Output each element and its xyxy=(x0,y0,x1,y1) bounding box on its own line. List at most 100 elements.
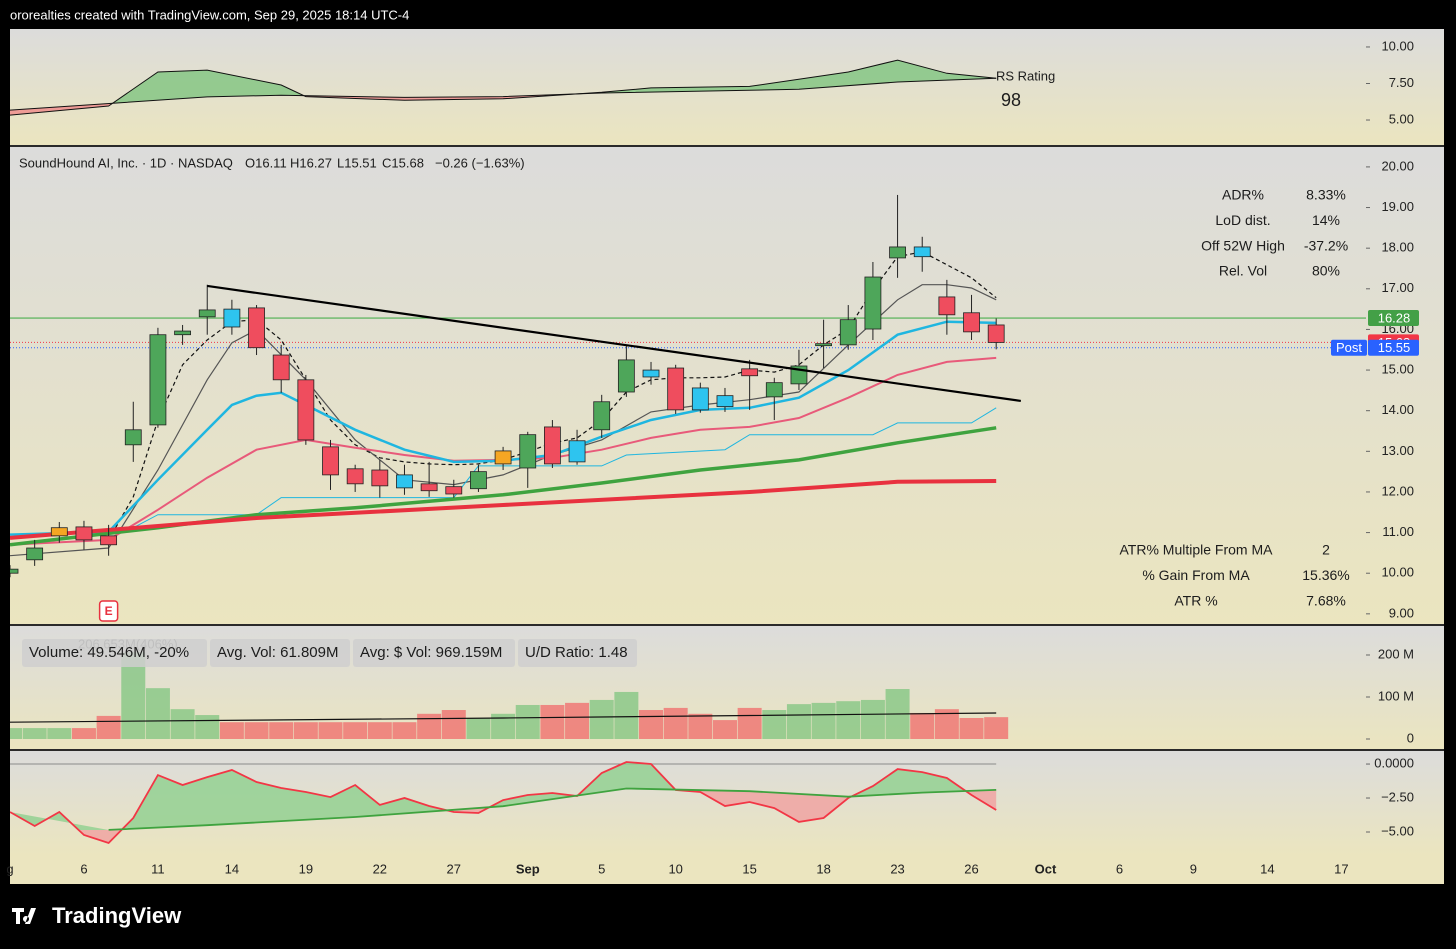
volume-bar xyxy=(984,717,1009,740)
y-tick-label: 20.00 xyxy=(1381,158,1414,173)
candle-body xyxy=(223,308,241,328)
x-tick-label: 5 xyxy=(598,861,605,876)
volume-bar xyxy=(688,713,713,740)
legend-item: Avg. Vol: 61.809M xyxy=(217,644,338,661)
line xyxy=(10,59,997,116)
stat-label: ATR% Multiple From MA xyxy=(1120,542,1274,558)
stat-label: ADR% xyxy=(1222,187,1264,203)
plot-area xyxy=(10,59,997,116)
price-tag xyxy=(1368,310,1419,327)
y-tick-label: 13.00 xyxy=(1381,443,1414,458)
legend-value: C15.68 xyxy=(382,155,424,170)
line xyxy=(10,761,997,845)
volume-bar xyxy=(910,712,935,740)
x-tick-label: 19 xyxy=(299,861,313,876)
line xyxy=(10,77,997,111)
volume-bar xyxy=(540,704,565,740)
stat-label: Off 52W High xyxy=(1201,237,1285,253)
legend-title: SoundHound AI, Inc. · 1D · NASDAQ xyxy=(19,155,233,170)
stat-value: 2 xyxy=(1322,542,1330,558)
stat-value: 14% xyxy=(1312,212,1340,228)
y-tick-label: 18.00 xyxy=(1381,240,1414,255)
candle-body xyxy=(741,368,759,377)
candle-body xyxy=(593,401,611,431)
y-tick-label: 200 M xyxy=(1378,646,1414,661)
price-tag-label: 15.55 xyxy=(1378,340,1411,355)
earnings-marker xyxy=(98,600,119,622)
volume-bar xyxy=(47,728,72,740)
earnings-label: E xyxy=(105,604,113,618)
candle-body xyxy=(50,527,68,537)
y-tick-label: 7.50 xyxy=(1389,75,1414,90)
header: ororealties created with TradingView.com… xyxy=(10,7,409,22)
x-tick-label: 6 xyxy=(1116,861,1123,876)
y-tick-label: 12.00 xyxy=(1381,483,1414,498)
volume-bar xyxy=(712,720,737,740)
x-tick-label: 22 xyxy=(373,861,387,876)
y-tick-label: 17.00 xyxy=(1381,280,1414,295)
x-tick-label: 27 xyxy=(447,861,461,876)
candle-body xyxy=(716,395,734,408)
volume-bar xyxy=(441,710,466,740)
candle-body xyxy=(691,387,709,411)
candle-body xyxy=(667,367,685,411)
volume-bar xyxy=(811,702,836,740)
y-tick-label: 0.0000 xyxy=(1374,755,1414,770)
x-tick-label: 9 xyxy=(1190,861,1197,876)
candle-body xyxy=(913,246,931,258)
volume-bar xyxy=(343,722,368,740)
volume-bar xyxy=(269,722,294,740)
line xyxy=(133,407,997,529)
x-tick-label: 15 xyxy=(742,861,756,876)
candle-body xyxy=(174,330,191,336)
x-tick-label: 26 xyxy=(964,861,978,876)
x-tick-label: 14 xyxy=(1260,861,1274,876)
candle-body xyxy=(470,471,487,490)
volume-bar xyxy=(170,709,195,740)
y-tick-label: 15.00 xyxy=(1381,361,1414,376)
candle-body xyxy=(987,324,1005,343)
legend-value: H16.27 xyxy=(290,155,332,170)
candle-body xyxy=(322,446,339,476)
y-tick-label: 5.00 xyxy=(1389,111,1414,126)
logo-icon xyxy=(12,908,36,924)
candle-body xyxy=(371,469,389,487)
candle-body xyxy=(346,468,364,485)
x-tick-label: Oct xyxy=(1035,861,1057,876)
stat-value: 7.68% xyxy=(1306,593,1346,609)
stat-value: 80% xyxy=(1312,263,1340,279)
rs-rating: 98 xyxy=(1001,90,1021,110)
y-tick-label: −5.00 xyxy=(1381,823,1414,838)
candle-body xyxy=(248,307,265,349)
x-tick-label: 18 xyxy=(816,861,830,876)
plot-area xyxy=(10,652,1009,740)
candle-body xyxy=(494,450,512,465)
y-tick-label: 10.00 xyxy=(1381,565,1414,580)
stat-label: ATR % xyxy=(1174,593,1217,609)
legend-value: −0.26 (−1.63%) xyxy=(435,155,525,170)
x-tick-label: 11 xyxy=(151,861,165,876)
volume-bar xyxy=(836,701,861,740)
candle-body xyxy=(568,440,586,463)
x-tick-label: 17 xyxy=(1334,861,1348,876)
fill-area xyxy=(10,60,997,111)
volume-bar xyxy=(860,699,885,740)
volume-bar xyxy=(145,688,170,740)
legend-value: L15.51 xyxy=(337,155,377,170)
plot-area xyxy=(10,761,997,845)
x-tick-label: 10 xyxy=(668,861,682,876)
legend-value: O16.11 xyxy=(245,155,287,170)
candle-body xyxy=(198,309,216,318)
volume-bar xyxy=(367,722,392,740)
volume-bar xyxy=(244,722,269,740)
candle-body xyxy=(26,547,44,561)
candle-body xyxy=(297,379,315,441)
x-tick-label: 14 xyxy=(225,861,239,876)
trend-line xyxy=(207,284,1021,403)
stat-value: 8.33% xyxy=(1306,187,1346,203)
volume-bar xyxy=(639,710,664,740)
x-tick-label: 6 xyxy=(80,861,87,876)
volume-bar xyxy=(737,707,762,740)
y-tick-label: 0 xyxy=(1407,730,1414,745)
